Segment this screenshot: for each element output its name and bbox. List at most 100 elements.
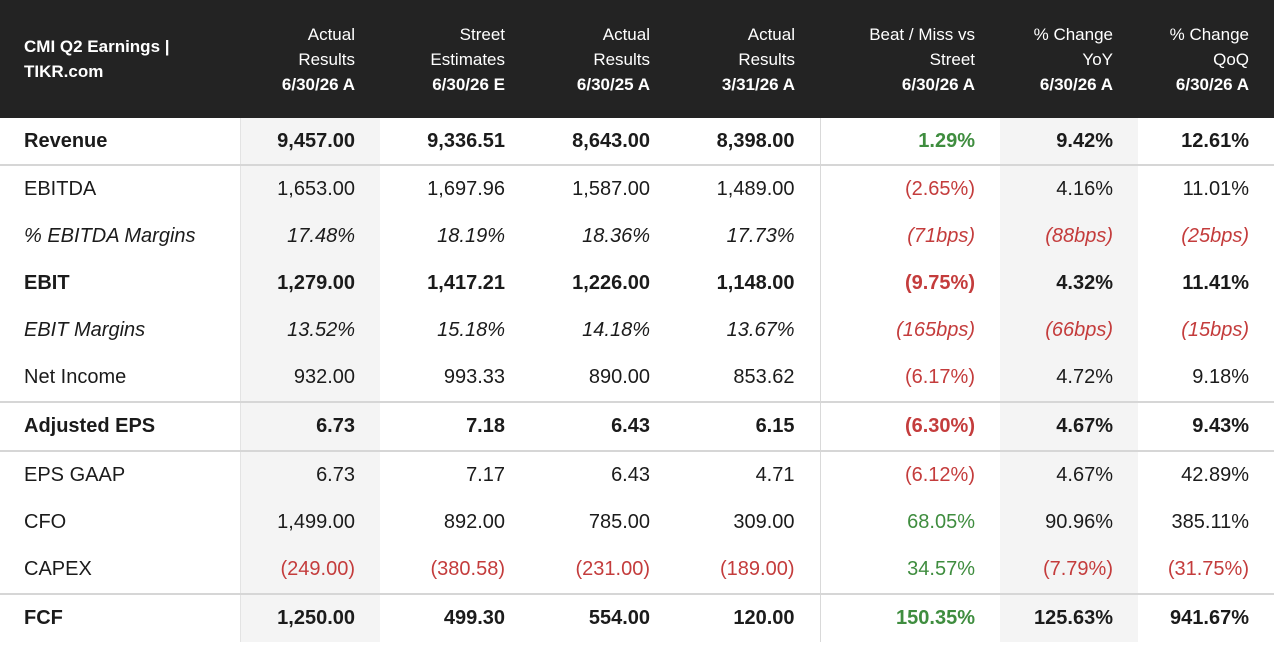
cell-actual-q1-26: 120.00 xyxy=(675,593,821,642)
cell-street-estimate: 1,417.21 xyxy=(427,272,505,294)
cell-actual-q2-25: 6.43 xyxy=(530,401,675,451)
row-label: FCF xyxy=(0,593,240,642)
cell-street-estimate: 1,697.96 xyxy=(380,164,530,213)
row-label: CAPEX xyxy=(24,558,92,580)
col-header-actual-q1-26: Actual Results 3/31/26 A xyxy=(721,24,795,94)
cell-actual-q1-26: 13.67% xyxy=(675,307,821,354)
table-row-ebitda: EBITDA 1,653.00 1,697.96 1,587.00 1,489.00 (2… xyxy=(0,164,1274,213)
cell-beat-miss: 150.35% xyxy=(819,593,1000,642)
cell-street-estimate: 7.18 xyxy=(380,401,530,451)
cell-change-qoq: 9.18% xyxy=(1192,366,1249,388)
cell-actual-q2-26: 9,457.00 xyxy=(239,118,380,165)
cell-beat-miss: 68.05% xyxy=(819,499,1000,546)
table-row-ebit: EBIT 1,279.00 1,417.21 1,226.00 1,148.00 (9.7… xyxy=(0,260,1274,307)
cell-actual-q2-26: (249.00) xyxy=(239,546,380,594)
cell-change-qoq: 9.43% xyxy=(1138,401,1274,451)
table-row-ebit-margins: EBIT Margins 13.52% 15.18% 14.18% 13.67% (165… xyxy=(0,307,1274,354)
cell-change-yoy: 90.96% xyxy=(1000,499,1138,546)
cell-actual-q1-26: (189.00) xyxy=(675,546,821,594)
cell-actual-q2-26: 6.73 xyxy=(239,401,380,451)
cell-actual-q2-26: 6.73 xyxy=(239,450,380,499)
cell-change-yoy: 4.16% xyxy=(1000,164,1138,213)
cell-beat-miss: (2.65%) xyxy=(819,164,1000,213)
cell-beat-miss: 34.57% xyxy=(819,546,1000,594)
cell-actual-q1-26: 4.71 xyxy=(675,450,821,499)
cell-actual-q2-25: 1,587.00 xyxy=(530,164,675,213)
cell-beat-miss: (71bps) xyxy=(819,213,1000,260)
cell-actual-q2-26: 1,499.00 xyxy=(239,499,380,546)
cell-actual-q1-26: 6.15 xyxy=(675,401,821,451)
cell-street-estimate: 892.00 xyxy=(443,511,505,533)
cell-actual-q2-26: 1,653.00 xyxy=(239,164,380,213)
cell-change-yoy: (88bps) xyxy=(1000,213,1138,260)
cell-actual-q1-26: 8,398.00 xyxy=(675,118,821,165)
cell-actual-q2-25: 6.43 xyxy=(530,450,675,499)
col-header-beat-miss: Beat / Miss vs Street 6/30/26 A xyxy=(869,24,975,94)
row-label: Adjusted EPS xyxy=(0,401,240,451)
cell-actual-q1-26: 1,148.00 xyxy=(675,260,821,307)
cell-actual-q2-26: 932.00 xyxy=(239,354,380,402)
col-header-actual-q2-25: Actual Results 6/30/25 A xyxy=(576,24,650,94)
cell-actual-q2-25: (231.00) xyxy=(575,558,651,580)
row-label: Net Income xyxy=(24,366,127,388)
row-label: Revenue xyxy=(24,129,108,152)
cell-change-qoq: (15bps) xyxy=(1181,319,1249,341)
table-row-revenue: Revenue 9,457.00 9,336.51 8,643.00 8,398.00 1… xyxy=(0,118,1274,165)
table-row-cfo: CFO 1,499.00 892.00 785.00 309.00 68.05% 90.96… xyxy=(0,499,1274,546)
row-label: EPS GAAP xyxy=(0,450,240,499)
row-label: EBIT Margins xyxy=(24,319,146,341)
title-line-2: TIKR.com xyxy=(24,62,104,81)
table-row-eps-gaap: EPS GAAP 6.73 7.17 6.43 4.71 (6.12%) 4.67% 42.8… xyxy=(0,450,1274,499)
cell-actual-q2-26: 17.48% xyxy=(239,213,380,260)
cell-change-yoy: 4.72% xyxy=(1000,354,1138,402)
cell-change-yoy: 125.63% xyxy=(1000,593,1138,642)
cell-change-yoy: 4.67% xyxy=(1000,401,1138,451)
col-header-change-qoq: % Change QoQ 6/30/26 A xyxy=(1169,24,1249,94)
cell-street-estimate: 9,336.51 xyxy=(427,129,505,152)
cell-actual-q1-26: 309.00 xyxy=(675,499,821,546)
cell-actual-q1-26: 17.73% xyxy=(675,213,821,260)
col-header-actual-q2-26: Actual Results 6/30/26 A xyxy=(281,24,355,94)
row-label: CFO xyxy=(24,511,67,533)
cell-street-estimate: 15.18% xyxy=(437,319,505,341)
cell-actual-q2-25: 18.36% xyxy=(582,225,650,247)
cell-beat-miss: (9.75%) xyxy=(819,260,1000,307)
cell-street-estimate: 499.30 xyxy=(380,593,530,642)
cell-change-qoq: (31.75%) xyxy=(1167,558,1249,580)
table-row-net-income: Net Income 932.00 993.33 890.00 853.62 (6.17%… xyxy=(0,354,1274,402)
cell-beat-miss: (165bps) xyxy=(819,307,1000,354)
cell-actual-q2-25: 554.00 xyxy=(530,593,675,642)
cell-actual-q2-25: 890.00 xyxy=(588,366,650,388)
row-label: EBIT xyxy=(24,272,70,294)
table-row-ebitda-margins: % EBITDA Margins 17.48% 18.19% 18.36% 17.73%… xyxy=(0,213,1274,260)
cell-beat-miss: 1.29% xyxy=(819,118,1000,165)
table-title: CMI Q2 Earnings | TIKR.com xyxy=(0,0,240,118)
cell-actual-q2-25: 785.00 xyxy=(588,511,650,533)
col-header-street-estimates: Street Estimates 6/30/26 E xyxy=(430,24,505,94)
cell-change-qoq: 12.61% xyxy=(1181,129,1249,152)
cell-street-estimate: 993.33 xyxy=(443,366,505,388)
cell-actual-q1-26: 1,489.00 xyxy=(675,164,821,213)
cell-street-estimate: 18.19% xyxy=(437,225,505,247)
cell-beat-miss: (6.30%) xyxy=(819,401,1000,451)
cell-actual-q2-25: 14.18% xyxy=(582,319,650,341)
title-line-1: CMI Q2 Earnings | xyxy=(24,37,170,56)
cell-actual-q2-26: 1,279.00 xyxy=(239,260,380,307)
cell-change-qoq: 42.89% xyxy=(1138,450,1274,499)
cell-change-qoq: 385.11% xyxy=(1171,511,1249,533)
row-label: EBITDA xyxy=(0,164,240,213)
table-row-adjusted-eps: Adjusted EPS 6.73 7.18 6.43 6.15 (6.30%) 4.67%… xyxy=(0,401,1274,451)
col-header-change-yoy: % Change YoY 6/30/26 A xyxy=(1033,24,1113,94)
cell-change-qoq: 11.41% xyxy=(1182,272,1249,294)
cell-actual-q2-26: 13.52% xyxy=(239,307,380,354)
cell-actual-q1-26: 853.62 xyxy=(675,354,821,402)
cell-actual-q2-25: 8,643.00 xyxy=(572,129,650,152)
cell-change-yoy: 4.67% xyxy=(1000,450,1138,499)
header-row: CMI Q2 Earnings | TIKR.com Actual Results… xyxy=(0,0,1274,118)
cell-change-qoq: 11.01% xyxy=(1138,164,1274,213)
cell-change-yoy: (7.79%) xyxy=(1000,546,1138,594)
cell-street-estimate: (380.58) xyxy=(430,558,506,580)
cell-beat-miss: (6.17%) xyxy=(819,354,1000,402)
